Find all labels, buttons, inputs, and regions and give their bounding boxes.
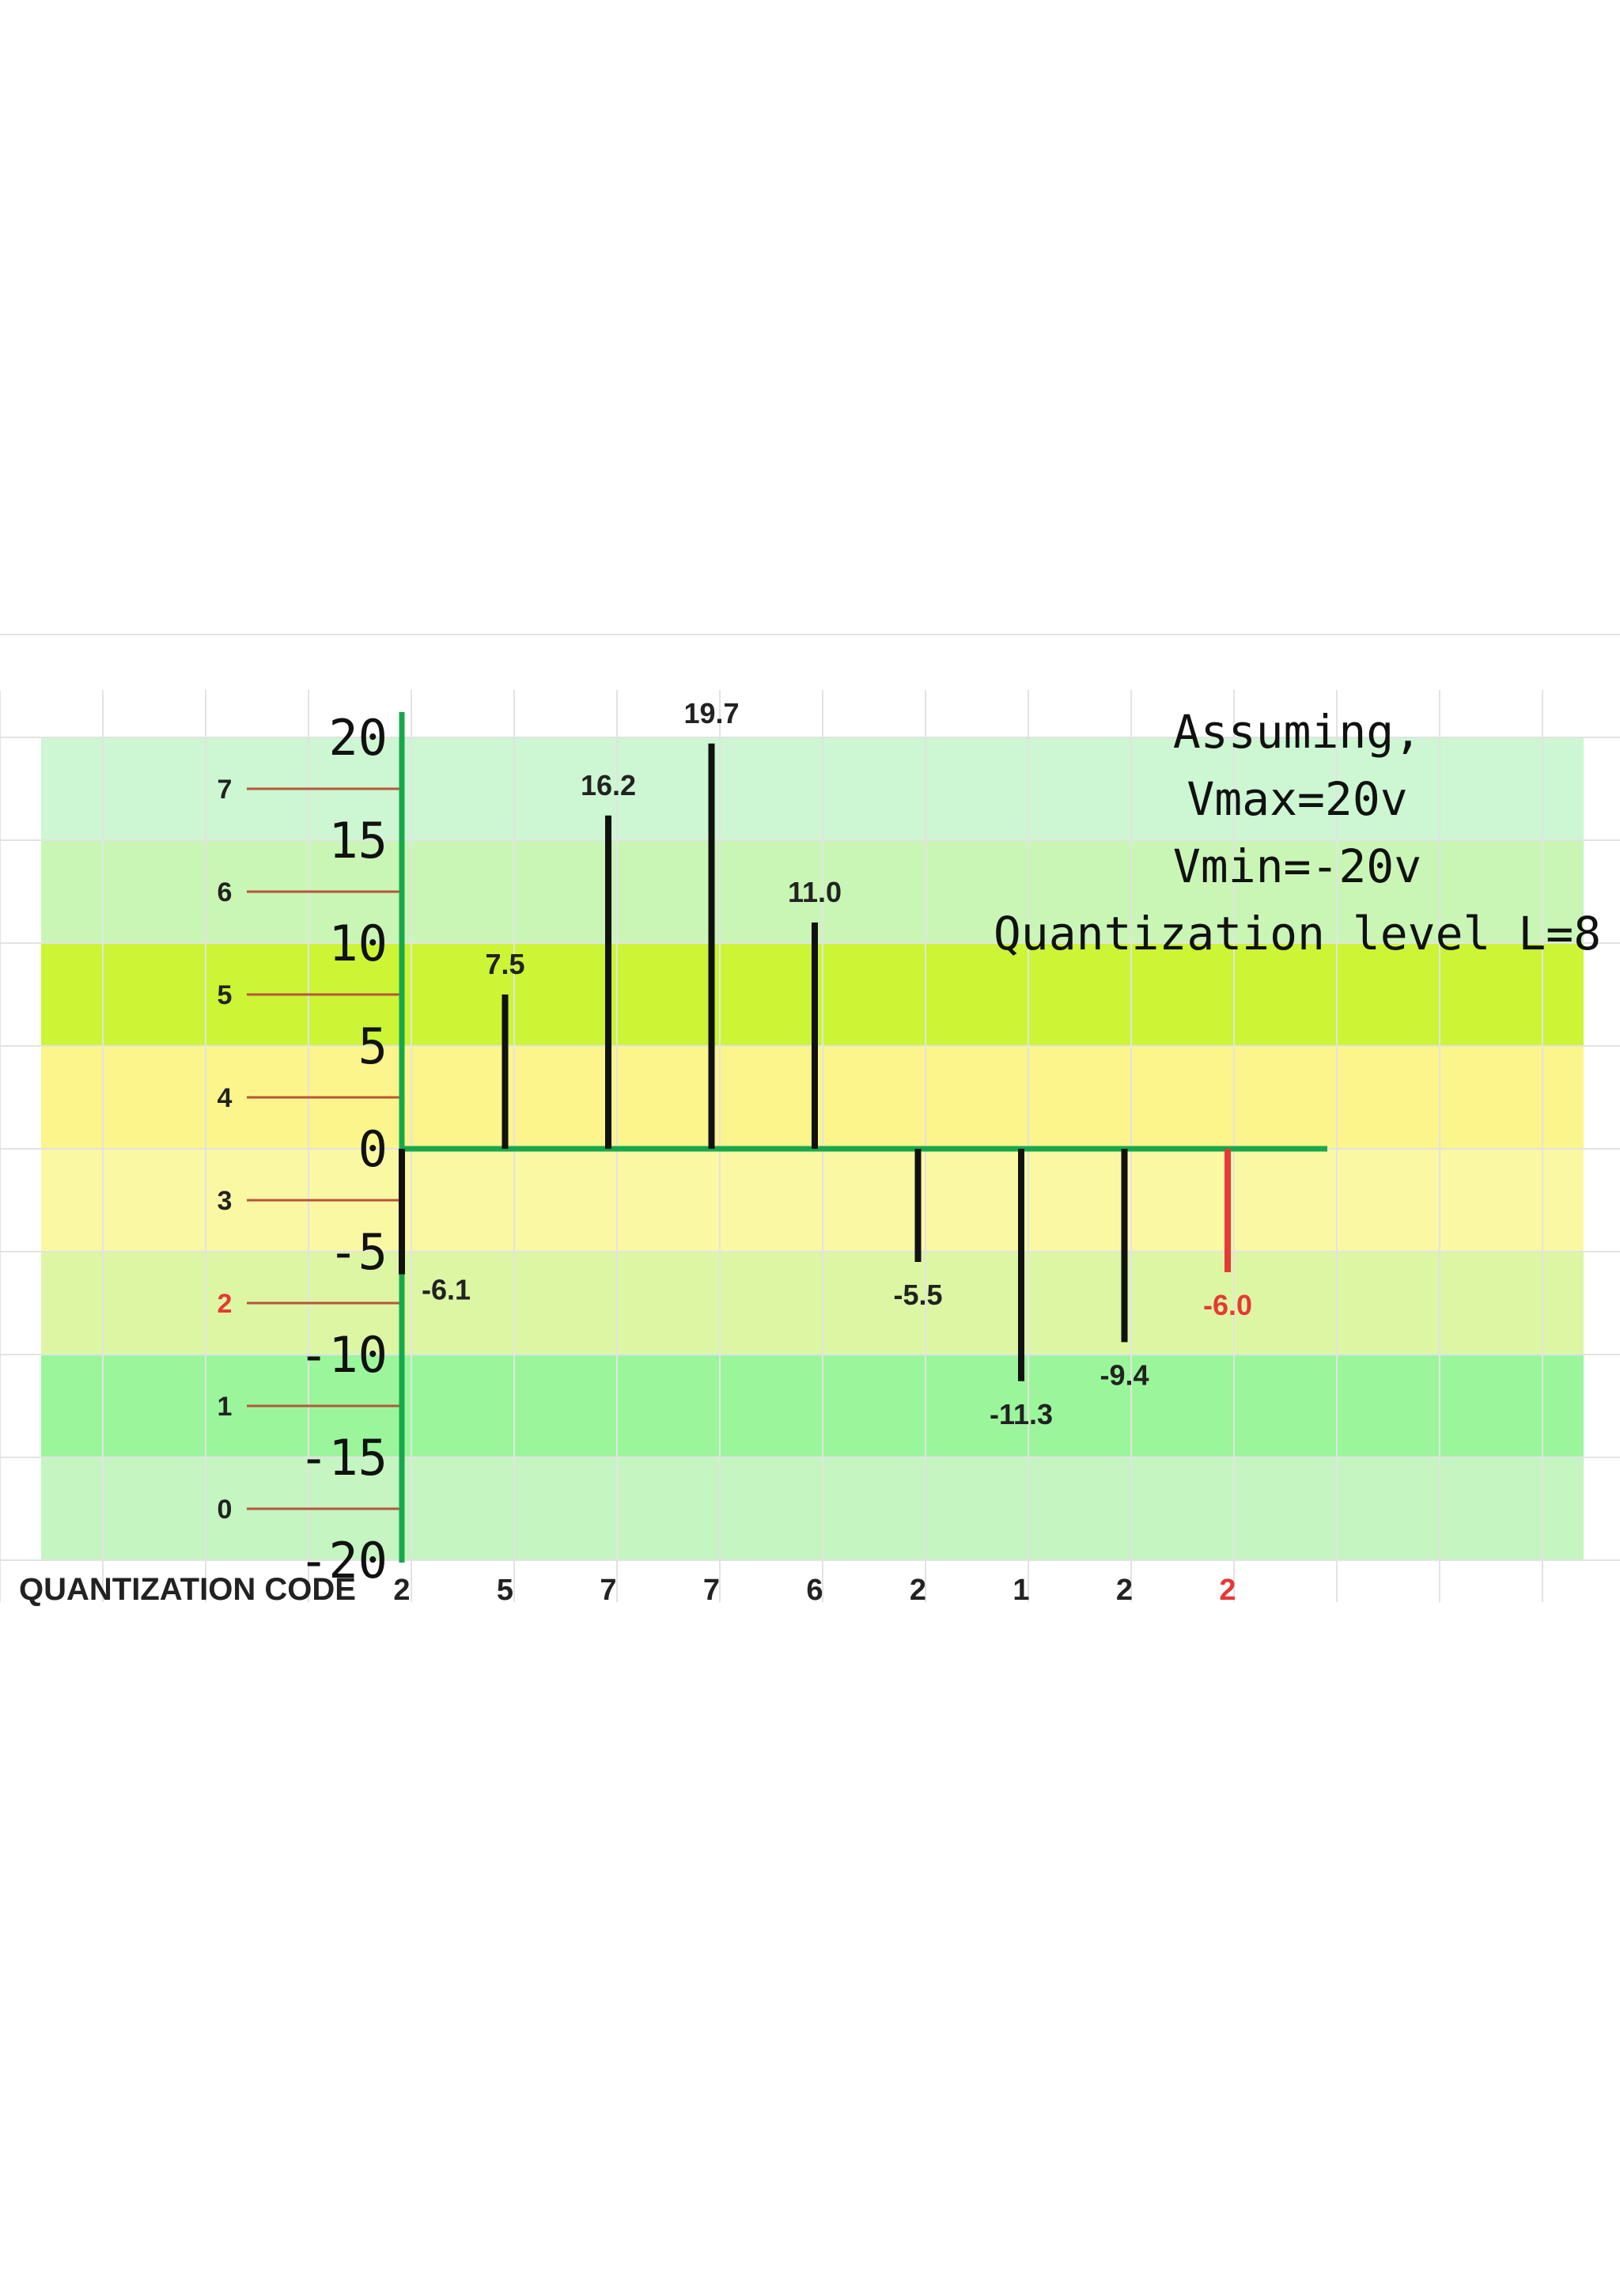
level-number: 5 (218, 980, 233, 1010)
sample-value-label: 7.5 (485, 948, 524, 980)
sample-stems: -6.1 7.5 16.2 19.7 11.0 -5.5 -11.3 -9.4 -6.0 (399, 697, 1252, 1430)
sample-value-label: 11.0 (788, 876, 842, 908)
y-tick-label: 15 (328, 812, 388, 870)
quantization-code: 2 (910, 1574, 926, 1607)
y-tick-label: -20 (299, 1532, 388, 1589)
level-number: 6 (218, 877, 233, 907)
quantization-code: 1 (1012, 1574, 1029, 1607)
quantization-code: 7 (703, 1574, 720, 1607)
y-tick-label: -10 (299, 1326, 388, 1384)
level-number: 4 (218, 1083, 233, 1113)
level-number: 7 (218, 775, 233, 805)
sample-value-label: -9.4 (1100, 1358, 1149, 1391)
y-tick-label: 20 (328, 709, 388, 767)
sample-value-label: -11.3 (990, 1398, 1053, 1430)
quantization-code: 2 (1116, 1574, 1133, 1607)
x-axis-title: QUANTIZATION CODE (19, 1572, 356, 1607)
level-number: 0 (218, 1495, 233, 1525)
quantization-code: 7 (600, 1574, 616, 1607)
quantization-code: 6 (806, 1574, 823, 1607)
quantization-code: 5 (497, 1574, 513, 1607)
assumption-note: Assuming, Vmax=20v Vmin=-20v Quantization l… (994, 705, 1601, 960)
assumption-line: Assuming, (1173, 705, 1421, 759)
sample-value-label: -5.5 (893, 1279, 942, 1311)
assumption-line: Vmin=-20v (1173, 839, 1421, 893)
sample-value-label: -6.1 (422, 1274, 471, 1306)
y-tick-label: 10 (328, 915, 388, 972)
y-tick-label: -15 (299, 1429, 388, 1487)
axes (399, 712, 1327, 1563)
level-number: 2 (218, 1289, 233, 1319)
quantization-code: 2 (1219, 1574, 1236, 1607)
sample-value-label: -6.0 (1203, 1289, 1252, 1321)
sample-value-label: 19.7 (683, 697, 739, 729)
assumption-line: Quantization level L=8 (994, 907, 1601, 960)
quantization-code: 2 (393, 1574, 410, 1607)
sample-value-label: 16.2 (581, 769, 636, 801)
y-tick-label: 5 (358, 1017, 388, 1075)
y-tick-labels: 20 15 10 5 0 -5 -10 -15 -20 (299, 709, 388, 1589)
quantization-codes: 2 5 7 7 6 2 1 2 2 QUANTIZATION CODE (19, 1572, 1236, 1607)
level-number: 3 (218, 1186, 233, 1216)
level-number: 1 (218, 1392, 233, 1422)
y-tick-label: 0 (358, 1120, 388, 1178)
level-ticks: 0 1 2 3 4 5 6 7 (218, 775, 402, 1525)
assumption-line: Vmax=20v (1187, 772, 1407, 826)
y-tick-label: -5 (328, 1223, 388, 1281)
